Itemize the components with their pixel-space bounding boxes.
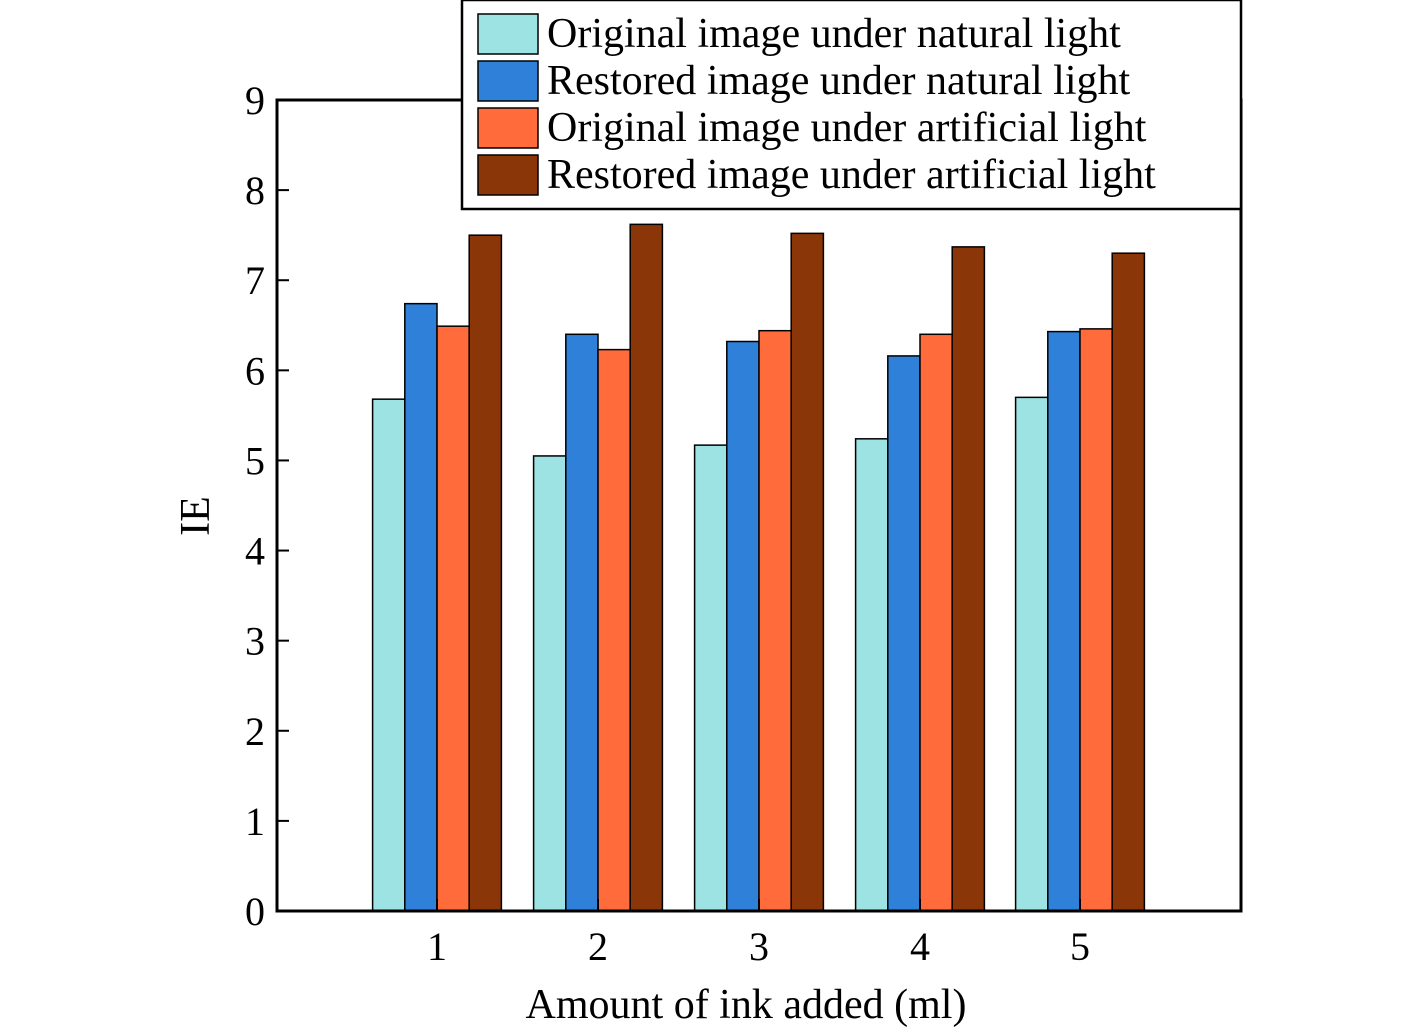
x-tick-label: 5 bbox=[1070, 924, 1090, 969]
bar bbox=[1111, 252, 1146, 912]
bar bbox=[1079, 328, 1113, 912]
bar bbox=[371, 398, 406, 912]
x-tick-label: 4 bbox=[910, 924, 930, 969]
ticks-layer: 0 1 2 3 4 5 6 7 8 9 1 2 3 4 5 bbox=[245, 78, 1090, 969]
bar bbox=[532, 455, 567, 912]
bar bbox=[468, 234, 503, 912]
legend-swatch bbox=[477, 107, 539, 149]
bar bbox=[597, 348, 631, 912]
bar bbox=[790, 232, 825, 912]
y-tick-label: 3 bbox=[245, 619, 265, 664]
y-tick-label: 9 bbox=[245, 78, 265, 123]
y-tick-label: 0 bbox=[245, 889, 265, 934]
bar bbox=[1014, 396, 1049, 912]
legend-swatch bbox=[477, 60, 539, 102]
y-tick-label: 6 bbox=[245, 348, 265, 393]
bar bbox=[758, 329, 792, 912]
bar bbox=[951, 246, 986, 912]
y-axis-title: IE bbox=[173, 496, 219, 536]
x-tick-label: 2 bbox=[588, 924, 608, 969]
bar bbox=[919, 333, 953, 912]
bar bbox=[693, 444, 728, 912]
legend-swatch bbox=[477, 13, 539, 55]
legend-label: Restored image under natural light bbox=[547, 58, 1130, 104]
bar bbox=[1047, 330, 1081, 912]
bar bbox=[854, 438, 889, 912]
y-tick-label: 2 bbox=[245, 709, 265, 754]
x-axis-title: Amount of ink added (ml) bbox=[526, 982, 967, 1028]
bar bbox=[404, 302, 438, 912]
bars-layer bbox=[371, 223, 1146, 912]
y-tick-label: 4 bbox=[245, 529, 265, 574]
bar bbox=[629, 223, 664, 912]
bar bbox=[436, 325, 470, 912]
bar bbox=[565, 333, 599, 912]
legend-label: Original image under natural light bbox=[547, 11, 1121, 57]
bar bbox=[887, 355, 921, 912]
y-tick-label: 8 bbox=[245, 168, 265, 213]
x-tick-label: 1 bbox=[427, 924, 447, 969]
legend-box bbox=[460, 0, 1243, 211]
legend-swatch bbox=[477, 154, 539, 196]
legend-label: Original image under artificial light bbox=[547, 105, 1147, 151]
y-tick-label: 1 bbox=[245, 799, 265, 844]
bar bbox=[726, 340, 760, 912]
y-tick-label: 5 bbox=[245, 438, 265, 483]
y-tick-label: 7 bbox=[245, 258, 265, 303]
x-tick-label: 3 bbox=[749, 924, 769, 969]
legend-label: Restored image under artificial light bbox=[547, 152, 1156, 198]
legend: Original image under natural lightRestor… bbox=[460, 0, 1243, 211]
